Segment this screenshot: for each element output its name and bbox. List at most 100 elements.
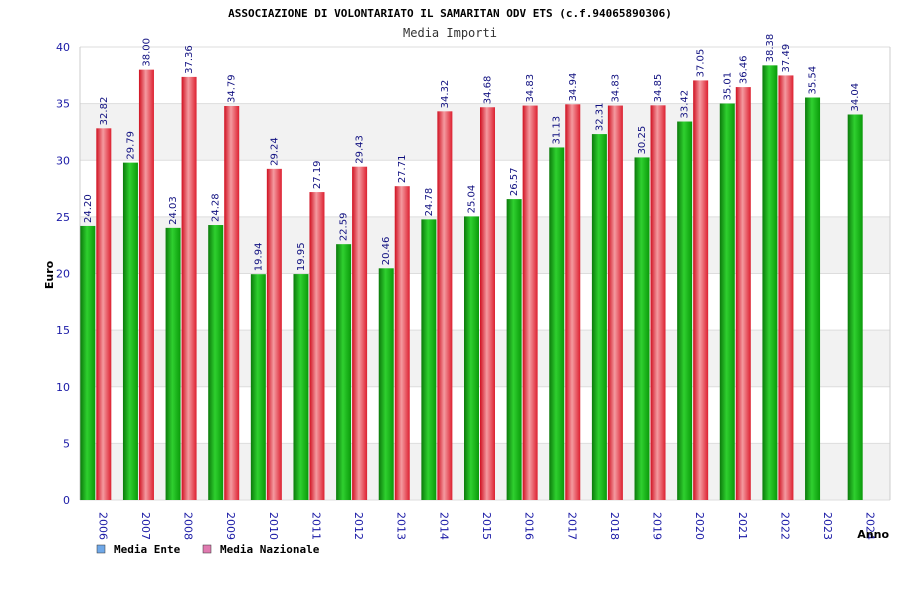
value-label-media-nazionale: 34.32 (440, 80, 451, 109)
bar-media-nazionale (565, 104, 581, 500)
bar-media-ente (677, 121, 693, 501)
value-label-media-nazionale: 29.24 (269, 137, 280, 166)
chart-title: ASSOCIAZIONE DI VOLONTARIATO IL SAMARITA… (228, 7, 672, 20)
x-tick-label: 2014 (437, 512, 450, 540)
bar-media-nazionale (181, 76, 197, 500)
bar-media-ente (165, 227, 181, 501)
bar-media-ente (591, 134, 607, 501)
value-label-media-ente: 35.01 (722, 72, 733, 101)
value-label-media-ente: 24.20 (83, 194, 94, 223)
value-label-media-ente: 38.38 (765, 34, 776, 63)
bar-media-nazionale (778, 75, 794, 500)
bar-media-nazionale (522, 105, 538, 501)
value-label-media-nazionale: 34.83 (525, 74, 536, 103)
value-labels: 24.20 32.82 29.79 38.00 24.03 37.36 24.28 34.79… (83, 34, 861, 271)
value-label-media-ente: 29.79 (125, 131, 136, 160)
value-label-media-ente: 24.78 (424, 188, 435, 217)
x-tick-label: 2017 (565, 512, 578, 540)
x-tick-label: 2020 (693, 512, 706, 540)
value-label-media-ente: 25.04 (467, 185, 478, 214)
x-tick-label: 2023 (821, 512, 834, 540)
x-tick-label: 2018 (608, 512, 621, 540)
value-label-media-nazionale: 34.85 (653, 74, 664, 103)
y-tick-label: 40 (56, 41, 70, 54)
x-tick-label: 2022 (778, 512, 791, 540)
bar-media-nazionale (607, 105, 623, 501)
value-label-media-ente: 34.04 (850, 83, 861, 112)
value-label-media-nazionale: 27.71 (397, 155, 408, 184)
bars (80, 65, 863, 501)
bar-media-ente (762, 65, 778, 500)
value-label-media-nazionale: 34.68 (483, 76, 494, 105)
y-tick-label: 25 (56, 211, 70, 224)
value-label-media-nazionale: 34.94 (568, 73, 579, 102)
bar-media-ente (634, 157, 650, 500)
y-tick-label: 30 (56, 154, 70, 167)
value-label-media-ente: 19.94 (253, 243, 264, 272)
x-tick-label: 2013 (395, 512, 408, 540)
x-tick-label: 2021 (736, 512, 749, 540)
legend-swatch-media-nazionale (202, 544, 212, 554)
chart-subtitle: Media Importi (403, 26, 497, 40)
bar-media-nazionale (224, 106, 240, 501)
value-label-media-nazionale: 37.05 (696, 49, 707, 78)
value-label-media-ente: 24.28 (211, 193, 222, 222)
bar-media-ente (421, 219, 437, 500)
x-tick-label: 2024 (864, 512, 877, 540)
value-label-media-ente: 33.42 (680, 90, 691, 119)
y-tick-label: 20 (56, 268, 70, 281)
value-label-media-nazionale: 36.46 (738, 55, 749, 84)
x-tick-label: 2012 (352, 512, 365, 540)
x-tick-label: 2016 (523, 512, 536, 540)
y-axis-ticks: 0 5 10 15 20 25 30 35 40 (56, 41, 70, 507)
bar-media-nazionale (437, 111, 453, 501)
bar-media-ente (208, 225, 224, 501)
bar-media-ente (336, 244, 352, 500)
bar-media-nazionale (309, 192, 325, 501)
legend: Media Ente Media Nazionale (96, 543, 320, 556)
legend-label-media-ente: Media Ente (114, 543, 181, 556)
x-tick-label: 2015 (480, 512, 493, 540)
y-tick-label: 5 (63, 437, 70, 450)
value-label-media-ente: 32.31 (594, 102, 605, 131)
bar-media-ente (847, 114, 863, 500)
bar-media-ente (549, 147, 565, 500)
bar-media-ente (250, 274, 266, 500)
bar-media-ente (719, 103, 735, 500)
bar-media-nazionale (735, 87, 751, 500)
x-tick-label: 2009 (224, 512, 237, 540)
bar-media-nazionale (138, 69, 154, 501)
y-axis-label: Euro (43, 260, 56, 289)
plot-band (80, 47, 890, 104)
x-tick-label: 2019 (651, 512, 664, 540)
x-axis-ticks: 2006 2007 2008 2009 2010 2011 2012 2013 2014 2015… (96, 512, 876, 540)
y-tick-label: 35 (56, 98, 70, 111)
legend-swatch-media-ente (96, 544, 106, 554)
value-label-media-nazionale: 34.79 (227, 74, 238, 103)
value-label-media-nazionale: 34.83 (610, 74, 621, 103)
x-tick-label: 2008 (182, 512, 195, 540)
value-label-media-ente: 20.46 (381, 237, 392, 266)
bar-media-nazionale (480, 107, 495, 501)
bar-media-ente (506, 199, 522, 500)
value-label-media-nazionale: 27.19 (312, 160, 323, 189)
legend-label-media-nazionale: Media Nazionale (220, 543, 320, 556)
bar-media-nazionale (693, 80, 709, 500)
bar-media-ente (122, 162, 138, 501)
value-label-media-ente: 24.03 (168, 196, 179, 225)
value-label-media-nazionale: 29.43 (355, 135, 366, 164)
x-tick-label: 2007 (139, 512, 152, 540)
value-label-media-ente: 30.25 (637, 126, 648, 155)
x-tick-label: 2011 (309, 512, 322, 540)
bar-media-ente (378, 268, 394, 500)
value-label-media-nazionale: 37.49 (781, 44, 792, 73)
y-tick-label: 15 (56, 324, 70, 337)
y-tick-label: 0 (63, 494, 70, 507)
bar-media-nazionale (650, 105, 666, 500)
bar-media-nazionale (96, 128, 112, 500)
bar-media-ente (293, 274, 309, 500)
y-tick-label: 10 (56, 381, 70, 394)
bar-media-nazionale (266, 168, 282, 500)
value-label-media-ente: 31.13 (552, 116, 563, 145)
bar-media-ente (80, 225, 96, 500)
